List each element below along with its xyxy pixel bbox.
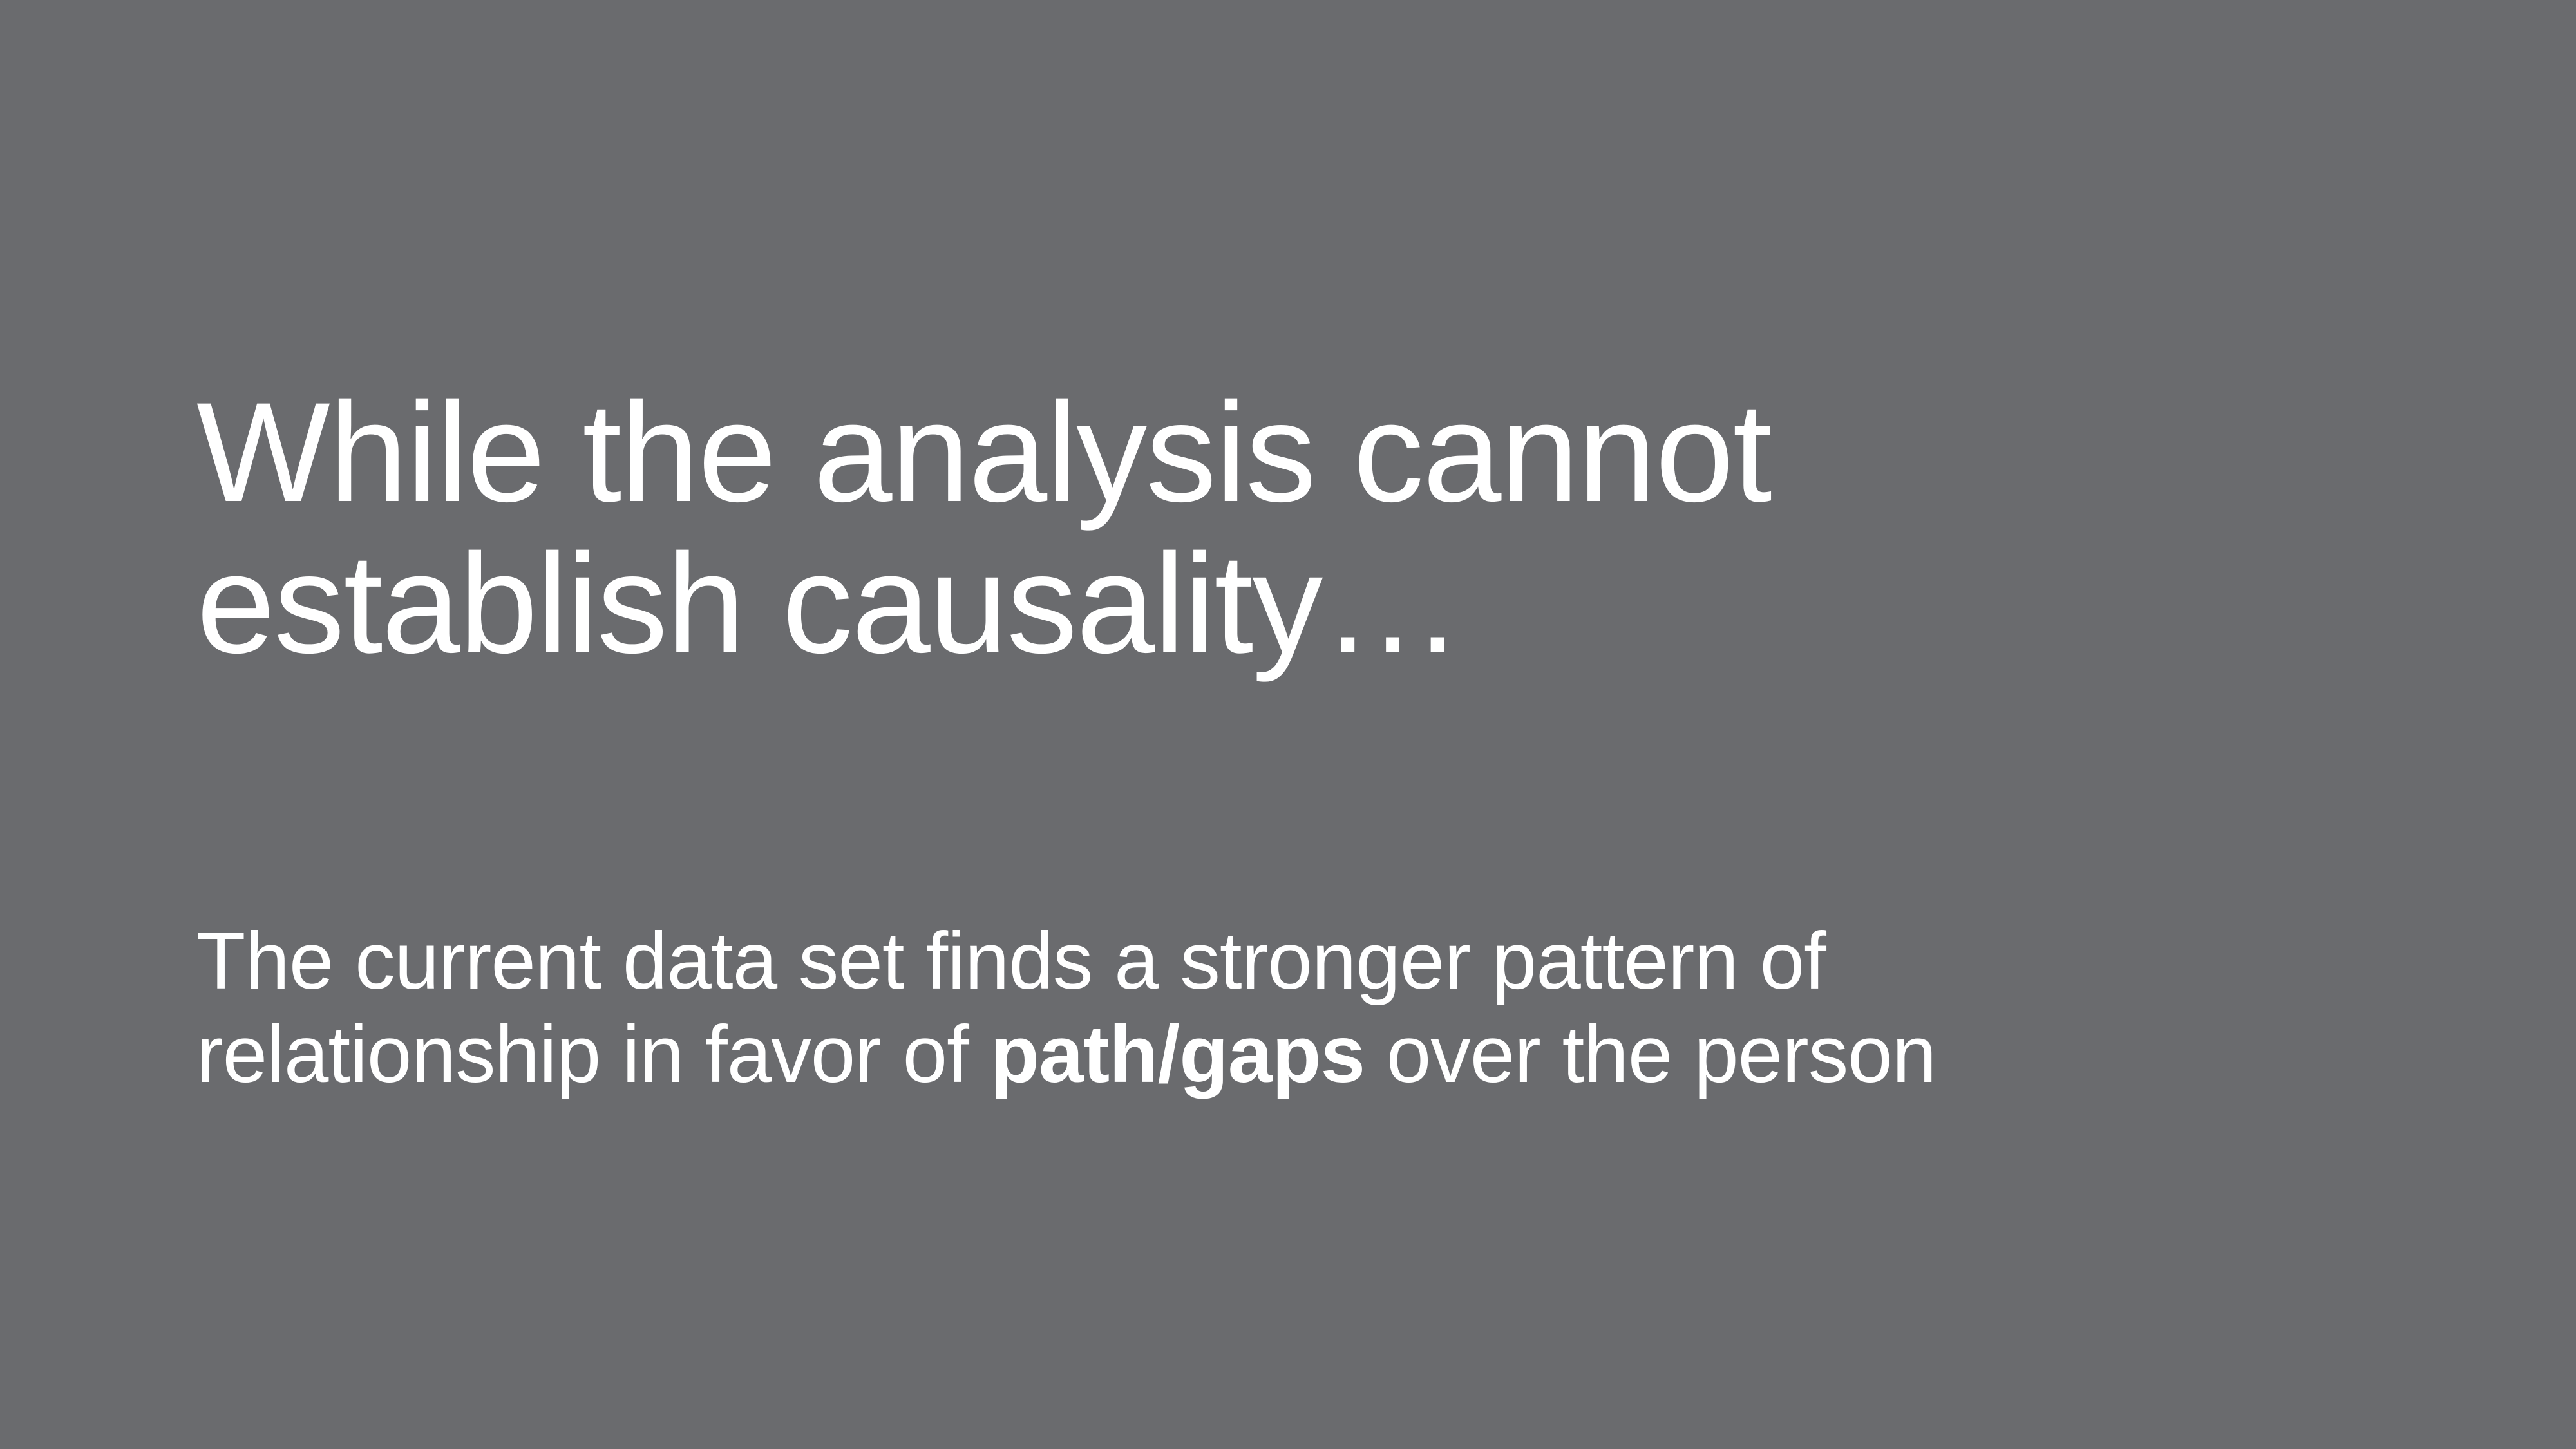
body-line-2: relationship in favor of path/gaps over …: [196, 1008, 2450, 1101]
headline-line-1: While the analysis cannot: [196, 373, 1772, 531]
slide-headline: While the analysis cannot establish caus…: [196, 377, 2386, 679]
slide-body-text: The current data set finds a stronger pa…: [196, 914, 2450, 1101]
headline-line-2: establish causality…: [196, 524, 1463, 683]
body-line-2-before: relationship in favor of: [196, 1010, 990, 1099]
body-line-2-after: over the person: [1364, 1010, 1937, 1099]
body-emphasis-path-gaps: path/gaps: [990, 1010, 1365, 1099]
body-line-1: The current data set finds a stronger pa…: [196, 916, 1826, 1006]
